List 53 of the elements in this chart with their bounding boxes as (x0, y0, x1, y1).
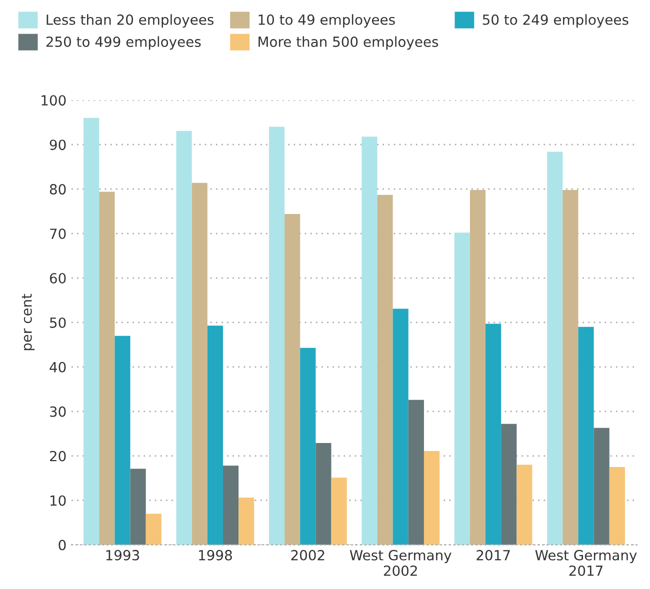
legend-label: 50 to 249 employees (482, 14, 628, 28)
bar (331, 478, 347, 545)
x-tick-label: West Germany 2002 (350, 550, 452, 576)
bar (130, 468, 146, 545)
bar (578, 326, 594, 545)
bar (84, 118, 100, 545)
bar (486, 324, 502, 545)
bar (192, 182, 208, 545)
y-tick-label: 80 (50, 184, 66, 195)
x-tick-label: 1993 (106, 550, 140, 560)
y-tick-label: 30 (50, 406, 66, 417)
bar (392, 308, 408, 545)
bar (501, 424, 517, 545)
bar (362, 136, 378, 545)
y-tick-label: 50 (50, 317, 66, 328)
bar (268, 126, 285, 545)
x-tick-label: 1998 (199, 550, 232, 560)
y-tick-label: 10 (50, 495, 66, 506)
bar (99, 192, 115, 545)
bar (547, 152, 563, 545)
bar (300, 348, 316, 545)
bar (284, 214, 300, 545)
bar (454, 232, 470, 545)
legend-label: Less than 20 employees (46, 14, 214, 28)
bar (516, 464, 532, 545)
bar (594, 428, 610, 545)
x-tick-label: 2002 (291, 550, 324, 560)
bar (207, 326, 223, 545)
legend-label: More than 500 employees (258, 36, 438, 50)
y-tick-label: 0 (58, 540, 66, 550)
bar (316, 442, 332, 545)
bar (114, 336, 130, 545)
bar (408, 400, 424, 545)
bar (470, 190, 486, 545)
y-tick-label: 20 (50, 450, 66, 462)
y-tick-label: 70 (50, 228, 66, 240)
y-tick-label: 40 (50, 362, 66, 372)
bar (424, 450, 440, 545)
legend-label: 250 to 499 employees (46, 36, 201, 50)
y-tick-label: 60 (50, 272, 66, 284)
y-tick-label: 90 (50, 140, 66, 150)
bar (176, 130, 192, 545)
bar (146, 514, 162, 545)
x-tick-label: West Germany 2017 (535, 550, 637, 576)
legend-label: 10 to 49 employees (258, 14, 395, 28)
bar (238, 498, 254, 545)
bar (609, 467, 625, 545)
y-tick-label: 100 (42, 95, 66, 106)
y-axis-title: per cent (22, 294, 35, 350)
bar (377, 194, 393, 545)
bar (222, 466, 239, 545)
x-tick-label: 2017 (476, 550, 510, 560)
bar (562, 190, 578, 545)
